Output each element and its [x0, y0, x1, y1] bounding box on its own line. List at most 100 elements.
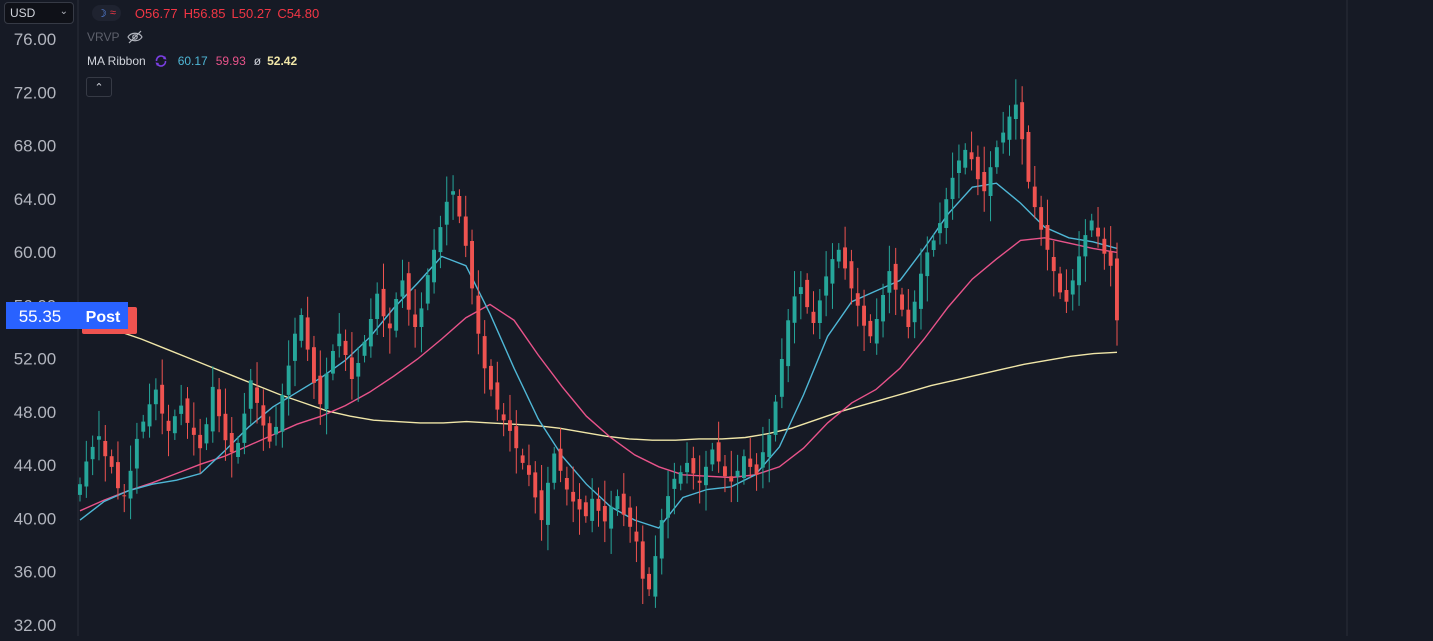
candle-body [1083, 235, 1088, 257]
candle [900, 287, 904, 317]
candle [476, 270, 481, 355]
candle [678, 465, 683, 491]
candle-body [792, 296, 797, 323]
candle-body [893, 263, 898, 290]
candle-body [811, 311, 816, 323]
candle [520, 448, 525, 470]
candle-body [855, 293, 860, 306]
candle [527, 444, 531, 487]
candle [571, 466, 576, 523]
candle [204, 417, 209, 451]
candle-body [406, 273, 411, 310]
candle-body [704, 466, 708, 486]
candle-body [583, 502, 588, 517]
candle-body [862, 305, 866, 326]
candle [255, 362, 259, 424]
candle-body [969, 152, 974, 160]
candle-body [887, 271, 892, 293]
candle [862, 289, 866, 351]
candle-body [647, 573, 651, 590]
candle [628, 496, 633, 543]
collapse-legend-button[interactable]: ⌃ [86, 77, 112, 97]
candle [577, 483, 582, 535]
candle-body [1096, 227, 1100, 237]
candle-body [185, 398, 190, 423]
candle-body [482, 336, 487, 369]
study-vrvp[interactable]: VRVP [87, 28, 144, 46]
candle-body [805, 279, 810, 308]
eye-hidden-icon[interactable] [127, 30, 144, 44]
candle [621, 473, 626, 527]
ohlc-open-label: O [134, 5, 146, 21]
candle-body [153, 389, 158, 405]
candle [994, 140, 999, 174]
candle [141, 414, 146, 439]
candle [988, 151, 993, 222]
candle-body [1058, 273, 1062, 293]
candle [248, 368, 253, 425]
candle-body [767, 434, 772, 457]
candle [893, 247, 898, 316]
candle [982, 146, 987, 212]
candle-body [1001, 132, 1006, 143]
session-toggle[interactable]: ☽ ≈ [92, 5, 121, 21]
candle-body [912, 301, 917, 323]
candle [451, 175, 455, 220]
candle-body [368, 319, 373, 347]
ma-fast-line [79, 182, 1118, 529]
candle-body [1089, 220, 1094, 231]
candle-body [874, 319, 879, 344]
candle [425, 268, 430, 311]
candle [1089, 213, 1094, 237]
price-axis[interactable]: 76.0072.0068.0064.0060.0056.0052.0048.00… [14, 30, 57, 635]
candle [508, 394, 512, 452]
candle-body [438, 227, 443, 253]
candle-body [204, 424, 209, 444]
candle-body [779, 359, 784, 397]
y-tick-label: 60.00 [14, 243, 57, 262]
study-ma-ribbon[interactable]: MA Ribbon 60.17 59.93 ø 52.42 [87, 52, 297, 70]
candle-body [552, 453, 557, 483]
candle-body [678, 472, 683, 484]
candle-body [223, 413, 228, 441]
ma-fast-line-group [79, 182, 1118, 529]
candle-body [975, 156, 980, 180]
y-tick-label: 52.00 [14, 350, 57, 369]
candle [944, 187, 949, 244]
candle-body [729, 476, 734, 482]
candle [356, 346, 361, 402]
candle [172, 409, 177, 440]
y-tick-label: 64.00 [14, 190, 57, 209]
ma-mid-line [79, 237, 1118, 512]
candle-body [1051, 257, 1056, 272]
candle-body [520, 455, 525, 463]
candle [805, 273, 810, 314]
candle [906, 289, 911, 339]
ohlc-low-value: 50.27 [238, 5, 272, 21]
candle [394, 292, 399, 338]
candle [855, 267, 860, 327]
ohlc-close-label: C [277, 5, 287, 21]
candle [457, 189, 462, 224]
candle-body [723, 466, 727, 477]
candle-body [274, 426, 278, 435]
candle [1058, 266, 1062, 300]
y-tick-label: 68.00 [14, 137, 57, 156]
candle [558, 428, 563, 483]
candle-body [925, 252, 930, 277]
candle [1039, 195, 1044, 246]
candle-body [881, 295, 885, 322]
candle [419, 292, 424, 353]
currency-select[interactable]: USD ⌄ [4, 2, 74, 24]
ma-ribbon-separator: ø [253, 54, 262, 68]
y-tick-label: 76.00 [14, 30, 57, 49]
vrvp-label: VRVP [87, 30, 120, 44]
candle-body [539, 490, 544, 521]
candle [583, 495, 588, 523]
candle-body [413, 314, 418, 327]
candle-body [312, 347, 316, 383]
candle-body [147, 404, 152, 427]
candle [969, 131, 974, 171]
